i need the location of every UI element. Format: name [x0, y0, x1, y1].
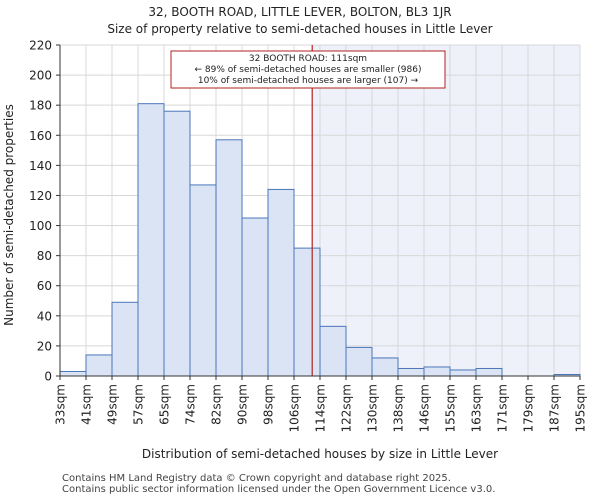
- bar-130sqm: [371, 357, 399, 377]
- x-tick-label: 179sqm: [522, 384, 536, 432]
- bar-49sqm: [111, 301, 139, 377]
- y-tick-label: 160: [29, 129, 52, 143]
- x-tick-label: 114sqm: [314, 384, 328, 432]
- x-tick-label: 195sqm: [574, 384, 588, 432]
- bar-82sqm: [215, 139, 243, 377]
- highlight-region: [312, 45, 580, 376]
- x-tick-label: 122sqm: [340, 384, 354, 432]
- bar-90sqm: [241, 217, 269, 377]
- bar-41sqm: [85, 354, 113, 377]
- y-tick-label: 80: [37, 249, 52, 263]
- x-tick-label: 98sqm: [262, 384, 276, 425]
- x-tick-label: 57sqm: [132, 384, 146, 425]
- annotation-line-1: 32 BOOTH ROAD: 111sqm: [249, 54, 367, 64]
- annotation-box: [170, 50, 446, 89]
- y-tick-label: 0: [44, 370, 52, 384]
- bar-163sqm: [475, 367, 503, 377]
- bar-155sqm: [449, 369, 477, 377]
- x-tick-label: 41sqm: [80, 384, 94, 425]
- y-tick-label: 20: [37, 339, 52, 353]
- bar-33sqm: [59, 370, 87, 377]
- x-axis-label: Distribution of semi-detached houses by …: [142, 447, 498, 461]
- bar-98sqm: [267, 188, 295, 377]
- x-tick-label: 171sqm: [496, 384, 510, 432]
- y-tick-label: 120: [29, 189, 52, 203]
- x-tick-label: 187sqm: [548, 384, 562, 432]
- y-axis-ticks: 0 20 40 60 80 100 120 140 160 180 200 220: [29, 39, 60, 384]
- bars: [59, 103, 581, 377]
- y-tick-label: 180: [29, 99, 52, 113]
- footer-line-2: Contains public sector information licen…: [62, 484, 496, 495]
- footer-line-1: Contains HM Land Registry data © Crown c…: [62, 473, 451, 484]
- bar-74sqm: [189, 184, 217, 377]
- y-tick-label: 200: [29, 69, 52, 83]
- x-tick-label: 163sqm: [470, 384, 484, 432]
- x-tick-label: 49sqm: [106, 384, 120, 425]
- x-tick-label: 138sqm: [392, 384, 406, 432]
- y-tick-label: 220: [29, 39, 52, 53]
- bar-57sqm: [137, 103, 165, 377]
- y-tick-label: 140: [29, 159, 52, 173]
- annotation-line-3: 10% of semi-detached houses are larger (…: [198, 76, 419, 86]
- bar-146sqm: [423, 366, 451, 377]
- chart-subtitle: Size of property relative to semi-detach…: [107, 22, 492, 36]
- x-axis-ticks: 33sqm 41sqm 49sqm 57sqm 65sqm 74sqm 82sqm 90sqm…: [54, 376, 588, 432]
- y-tick-label: 100: [29, 219, 52, 233]
- x-tick-label: 82sqm: [210, 384, 224, 425]
- bar-138sqm: [397, 367, 425, 377]
- x-tick-label: 155sqm: [444, 384, 458, 432]
- x-tick-label: 146sqm: [418, 384, 432, 432]
- chart-title: 32, BOOTH ROAD, LITTLE LEVER, BOLTON, BL…: [148, 5, 451, 19]
- y-axis-label: Number of semi-detached properties: [2, 104, 16, 326]
- bar-114sqm: [319, 325, 347, 377]
- x-tick-label: 90sqm: [236, 384, 250, 425]
- x-tick-label: 33sqm: [54, 384, 68, 425]
- x-tick-label: 65sqm: [158, 384, 172, 425]
- x-tick-label: 106sqm: [288, 384, 302, 432]
- bar-106sqm: [293, 247, 321, 377]
- x-tick-label: 74sqm: [184, 384, 198, 425]
- y-tick-label: 40: [37, 309, 52, 323]
- y-tick-label: 60: [37, 279, 52, 293]
- bar-122sqm: [345, 346, 373, 377]
- x-tick-label: 130sqm: [366, 384, 380, 432]
- annotation-line-2: ← 89% of semi-detached houses are smalle…: [195, 65, 422, 75]
- bar-65sqm: [163, 110, 191, 377]
